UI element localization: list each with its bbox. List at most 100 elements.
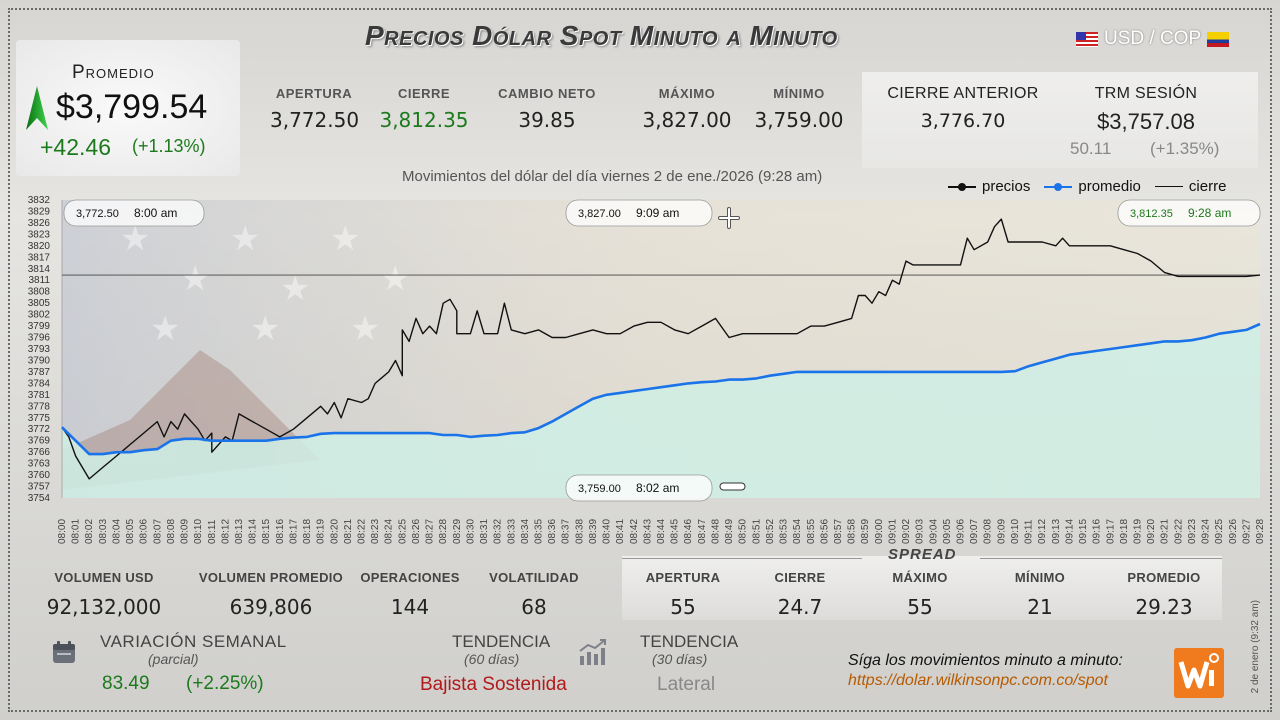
- callout-max-price: 3,827.00: [578, 208, 621, 220]
- legend-cierre-label: cierre: [1188, 178, 1227, 195]
- trend60-sub: (60 días): [464, 651, 520, 667]
- y-tick-label: 3763: [28, 459, 51, 470]
- y-tick-label: 3823: [28, 229, 51, 240]
- stat-minimo: MÍNIMO 3,759.00: [752, 86, 846, 132]
- y-tick-label: 3757: [28, 482, 51, 493]
- y-tick-label: 3832: [28, 195, 51, 206]
- y-tick-label: 3766: [28, 447, 51, 458]
- average-label: Promedio: [72, 62, 155, 83]
- x-tick-label: 08:17: [288, 519, 299, 544]
- y-tick-label: 3772: [28, 424, 51, 435]
- y-tick-label: 3760: [28, 470, 51, 481]
- x-tick-label: 08:46: [683, 519, 694, 544]
- x-tick-label: 08:16: [275, 519, 286, 544]
- x-tick-label: 09:16: [1092, 519, 1103, 544]
- stat-cierre: CIERRE 3,812.35: [378, 86, 470, 132]
- spread-apertura: APERTURA 55: [640, 570, 726, 619]
- follow-url-link[interactable]: https://dolar.wilkinsonpc.com.co/spot: [848, 672, 1108, 689]
- average-panel: Promedio $3,799.54 +42.46 (+1.13%): [16, 40, 240, 176]
- x-tick-label: 09:08: [983, 519, 994, 544]
- spread-cierre: CIERRE 24.7: [764, 570, 836, 619]
- volumen-usd: VOLUMEN USD 92,132,000: [46, 570, 162, 619]
- page-title: Precios Dólar Spot Minuto a Minuto: [365, 20, 838, 51]
- spread-minimo-label: MÍNIMO: [1014, 570, 1066, 585]
- stat-apertura-value: 3,772.50: [270, 108, 360, 132]
- x-tick-label: 09:11: [1024, 519, 1035, 544]
- volumen-usd-value: 92,132,000: [46, 595, 162, 619]
- us-flag-icon: [1076, 31, 1098, 47]
- precios-line: [61, 218, 1261, 480]
- x-tick-label: 08:18: [302, 519, 313, 544]
- stat-cambio-label: CAMBIO NETO: [498, 86, 596, 101]
- callout-max-box: [565, 199, 713, 227]
- volumen-promedio-label: VOLUMEN PROMEDIO: [198, 570, 344, 585]
- weekly-value: 83.49: [102, 673, 150, 694]
- y-tick-label: 3775: [28, 413, 51, 424]
- y-tick-label: 3799: [28, 321, 51, 332]
- x-tick-label: 08:08: [166, 519, 177, 544]
- y-tick-label: 3754: [28, 493, 51, 504]
- x-tick-label: 09:12: [1037, 519, 1048, 544]
- weekly-pct: (+2.25%): [186, 673, 264, 694]
- spread-cierre-value: 24.7: [777, 595, 823, 619]
- background-star: ★: [280, 269, 310, 309]
- spread-title: SPREAD: [888, 546, 957, 563]
- cierre-anterior: CIERRE ANTERIOR 3,776.70: [880, 85, 1046, 132]
- average-change: +42.46: [40, 134, 111, 160]
- side-date: 2 de enero (9:32 am): [1250, 600, 1261, 694]
- callout-min-time: 8:02 am: [636, 481, 679, 495]
- x-tick-label: 08:48: [710, 519, 721, 544]
- up-arrow-icon: [26, 86, 48, 130]
- y-tick-label: 3811: [28, 275, 50, 286]
- background-star: ★: [380, 259, 410, 299]
- stat-minimo-value: 3,759.00: [754, 108, 844, 132]
- trend30-label: TENDENCIA: [640, 632, 739, 651]
- background-star: ★: [330, 219, 360, 259]
- spread-maximo-label: MÁXIMO: [892, 570, 948, 585]
- x-tick-label: 08:53: [779, 519, 790, 544]
- x-tick-label: 08:29: [452, 519, 463, 544]
- x-tick-label: 08:42: [629, 519, 640, 544]
- cierre-anterior-value: 3,776.70: [920, 110, 1006, 132]
- x-tick-label: 08:28: [438, 519, 449, 544]
- currency-pair-label: USD / COP: [1104, 28, 1202, 49]
- stat-cierre-value: 3,812.35: [379, 108, 469, 132]
- x-tick-label: 08:03: [98, 519, 109, 544]
- x-tick-label: 08:40: [602, 519, 613, 544]
- background-star: ★: [350, 309, 380, 349]
- callout-max-time: 9:09 am: [636, 206, 679, 220]
- wilkinson-logo-icon[interactable]: [1174, 648, 1224, 698]
- weekly-label: VARIACIÓN SEMANAL: [100, 632, 287, 651]
- x-tick-label: 08:54: [792, 519, 803, 544]
- x-tick-label: 09:26: [1228, 519, 1239, 544]
- operaciones-value: 144: [390, 595, 430, 619]
- x-tick-label: 08:35: [533, 519, 544, 544]
- x-tick-label: 09:01: [887, 519, 898, 544]
- trm-value: $3,757.08: [1097, 109, 1195, 134]
- callout-open-time: 8:00 am: [134, 206, 177, 220]
- y-tick-label: 3787: [28, 367, 51, 378]
- legend-cierre: cierre: [1154, 178, 1227, 195]
- follow-text: Síga los movimientos minuto a minuto:: [848, 652, 1123, 669]
- x-tick-label: 08:19: [316, 519, 327, 544]
- x-tick-label: 09:03: [915, 519, 926, 544]
- background-star: ★: [150, 309, 180, 349]
- x-tick-label: 08:51: [751, 519, 762, 544]
- spread-apertura-value: 55: [670, 595, 696, 619]
- spread-maximo: MÁXIMO 55: [880, 570, 960, 619]
- price-chart[interactable]: ★★★★★★★ ★ ★ 383238293826382338203817381438…: [0, 190, 1280, 550]
- y-tick-label: 3802: [28, 310, 51, 321]
- spread-panel: [622, 556, 1222, 620]
- y-tick-label: 3784: [28, 378, 51, 389]
- promedio-line: [61, 322, 1261, 456]
- volumen-usd-label: VOLUMEN USD: [54, 570, 154, 585]
- callout-min-box: [565, 474, 713, 502]
- callout-open-price: 3,772.50: [76, 208, 119, 220]
- x-tick-label: 08:36: [547, 519, 558, 544]
- weekly-sub: (parcial): [148, 651, 199, 667]
- x-tick-label: 08:22: [357, 519, 368, 544]
- x-tick-label: 09:27: [1241, 519, 1252, 544]
- chart-legend: precios promedio cierre: [948, 178, 1226, 195]
- volatilidad: VOLATILIDAD 68: [484, 570, 584, 619]
- callout-close-price: 3,812.35: [1130, 208, 1173, 220]
